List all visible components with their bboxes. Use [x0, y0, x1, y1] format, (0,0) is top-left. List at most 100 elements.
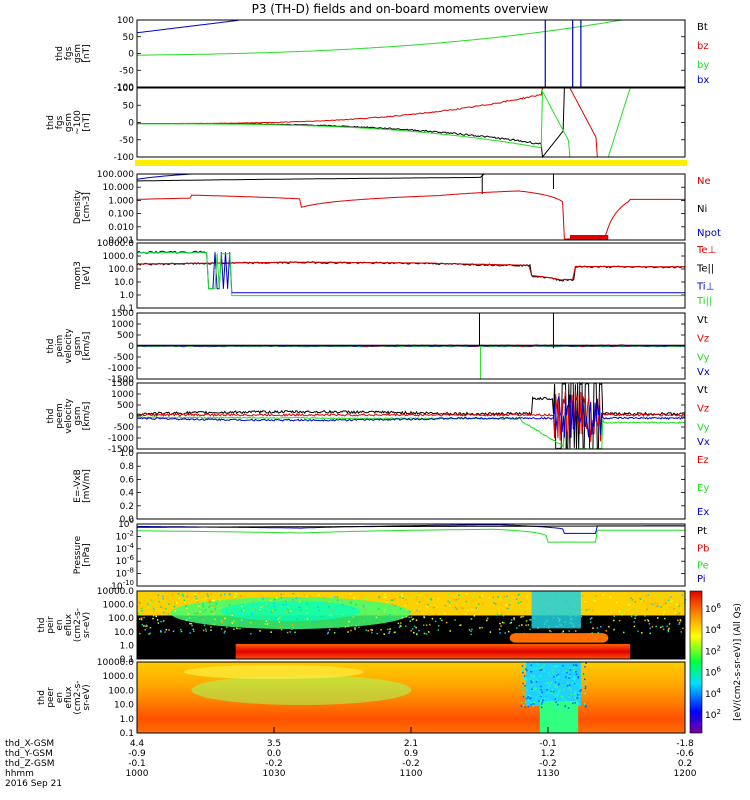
spectrogram-pixel	[468, 629, 471, 631]
spectrogram-pixel	[528, 694, 530, 697]
spectrogram-pixel	[550, 690, 553, 692]
spectrogram-pixel	[565, 670, 567, 672]
spectrogram-pixel	[680, 631, 683, 633]
spectrogram-pixel	[305, 607, 307, 609]
spectrogram-pixel	[273, 605, 276, 608]
series-ni	[137, 173, 685, 182]
spectrogram-pixel	[172, 630, 175, 632]
spectrogram-pixel	[550, 630, 552, 633]
y-tick-label: -1000	[108, 364, 134, 374]
spectrogram-pixel	[615, 601, 618, 604]
spectrogram-pixel	[155, 615, 157, 618]
spectrogram-pixel	[554, 665, 557, 667]
spectrogram-pixel	[149, 632, 151, 635]
spectrogram-pixel	[499, 622, 501, 625]
spectrogram-pixel	[210, 593, 212, 596]
spectrogram-pixel	[600, 625, 602, 628]
spectrogram-pixel	[547, 686, 549, 689]
spectrogram-pixel	[450, 602, 452, 605]
spectrogram-pixel	[556, 676, 558, 679]
spectrogram-pixel	[336, 596, 339, 598]
colorbar-scale	[689, 590, 703, 734]
spectrogram-pixel	[399, 608, 402, 610]
spectrogram-pixel	[677, 611, 679, 613]
spectrogram-pixel	[516, 627, 518, 629]
spectrogram-pixel	[259, 608, 261, 611]
spectrogram-pixel	[486, 619, 488, 622]
x-tick-label: 2.1	[404, 739, 418, 749]
spectrogram-pixel	[375, 615, 378, 617]
y-axis-label: [nT]	[82, 113, 92, 131]
spectrogram-pixel	[533, 679, 535, 681]
spectrogram-pixel	[180, 630, 183, 633]
spectrogram-pixel	[553, 705, 555, 707]
spectrogram-pixel	[249, 621, 252, 624]
y-tick-label: 1000	[111, 320, 134, 330]
spectrogram-pixel	[255, 624, 257, 627]
spectrogram-pixel	[584, 685, 587, 688]
spectrogram-pixel	[430, 598, 432, 600]
y-tick-label: 10000.0	[97, 239, 134, 249]
spectrogram-pixel	[584, 682, 587, 684]
spectrogram-pixel	[437, 629, 440, 631]
spectrogram-pixel	[289, 610, 292, 612]
spectrogram-pixel	[252, 600, 255, 603]
spectrogram-pixel	[194, 595, 197, 598]
spectrogram-pixel	[152, 600, 154, 602]
spectrogram-pixel	[521, 687, 523, 690]
spectrogram-pixel	[365, 629, 368, 631]
spectrogram-pixel	[678, 612, 681, 614]
legend-vy: Vy	[697, 352, 710, 363]
spectrogram-pixel	[188, 617, 191, 619]
spectrogram-pixel	[562, 671, 565, 673]
spectrogram-pixel	[363, 605, 365, 608]
spectrogram-pixel	[149, 626, 152, 629]
spectrogram-pixel	[203, 624, 206, 627]
spectrogram-pixel	[523, 609, 525, 612]
spectrogram-pixel	[529, 618, 531, 621]
spectrogram-pixel	[350, 629, 352, 632]
spectrogram-pixel	[576, 700, 578, 703]
y-tick-label: 0.010	[108, 223, 134, 233]
x-tick-label: 0.0	[267, 749, 282, 759]
spectrogram-pixel	[489, 612, 491, 614]
spectrogram-pixel	[555, 679, 558, 681]
spectrogram-pixel	[257, 597, 260, 600]
spectrogram-pixel	[540, 695, 542, 697]
spectrogram-pixel	[153, 610, 155, 613]
spectrogram-pixel	[529, 628, 531, 631]
spectrogram-pixel	[543, 670, 545, 672]
spectrogram-pixel	[411, 618, 414, 621]
spectrogram-pixel	[557, 674, 560, 676]
spectrogram-pixel	[645, 595, 647, 597]
spectrogram-pixel	[166, 613, 169, 615]
spectrogram-pixel	[277, 618, 280, 620]
spectrogram-pixel	[518, 610, 521, 612]
spectrogram-pixel	[567, 707, 570, 709]
spectrogram-pixel	[488, 597, 491, 599]
spectrogram-pixel	[459, 595, 462, 598]
spectrogram-pixel	[525, 620, 528, 622]
spectrogram-pixel	[150, 606, 152, 608]
spectrogram-pixel	[285, 603, 288, 606]
spectrogram-pixel	[137, 612, 139, 615]
spectrogram-pixel	[465, 600, 467, 603]
spectrogram-pixel	[655, 625, 657, 628]
spectrogram-pixel	[140, 618, 143, 621]
spectrogram-pixel	[561, 697, 564, 700]
spectrogram-pixel	[274, 609, 276, 611]
spectrogram-pixel	[298, 606, 301, 608]
spectrogram-pixel	[437, 597, 440, 600]
spectrogram-pixel	[553, 691, 555, 693]
spectrogram-pixel	[140, 607, 143, 610]
spectrogram-pixel	[445, 621, 448, 624]
spectrogram-pixel	[582, 685, 585, 687]
panel-2-lines	[135, 87, 687, 166]
spectrogram-pixel	[554, 681, 557, 684]
spectrogram-pixel	[579, 695, 581, 698]
spectrogram-pixel	[641, 599, 644, 602]
spectrogram-pixel	[189, 622, 191, 625]
spectrogram-pixel	[404, 604, 407, 607]
spectrogram-pixel	[532, 675, 535, 677]
legend-vy: Vy	[697, 422, 710, 433]
